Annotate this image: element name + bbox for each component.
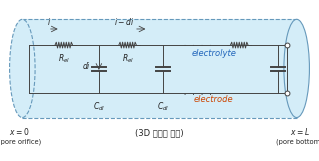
Text: (3D 구조체 기공): (3D 구조체 기공) [135,129,184,138]
Text: (pore bottom): (pore bottom) [277,138,319,145]
Text: $C_{dl}$: $C_{dl}$ [93,101,105,113]
Text: $x=L$: $x=L$ [290,126,310,137]
Text: . . . .: . . . . [183,41,213,47]
Ellipse shape [284,19,309,118]
Text: . . . .: . . . . [183,90,213,96]
Ellipse shape [10,19,35,118]
Text: $R_{el}$: $R_{el}$ [122,52,134,65]
Text: $di$: $di$ [82,60,91,71]
Text: electrode: electrode [194,95,234,104]
Text: electrolyte: electrolyte [191,49,236,58]
Text: $i$: $i$ [47,16,51,27]
Text: $R_{el}$: $R_{el}$ [58,52,70,65]
Text: (pore orifice): (pore orifice) [0,138,41,145]
Polygon shape [22,19,297,118]
Text: $i-di$: $i-di$ [114,16,135,27]
Text: $C_{dl}$: $C_{dl}$ [157,101,169,113]
Text: $x=0$: $x=0$ [9,126,29,137]
